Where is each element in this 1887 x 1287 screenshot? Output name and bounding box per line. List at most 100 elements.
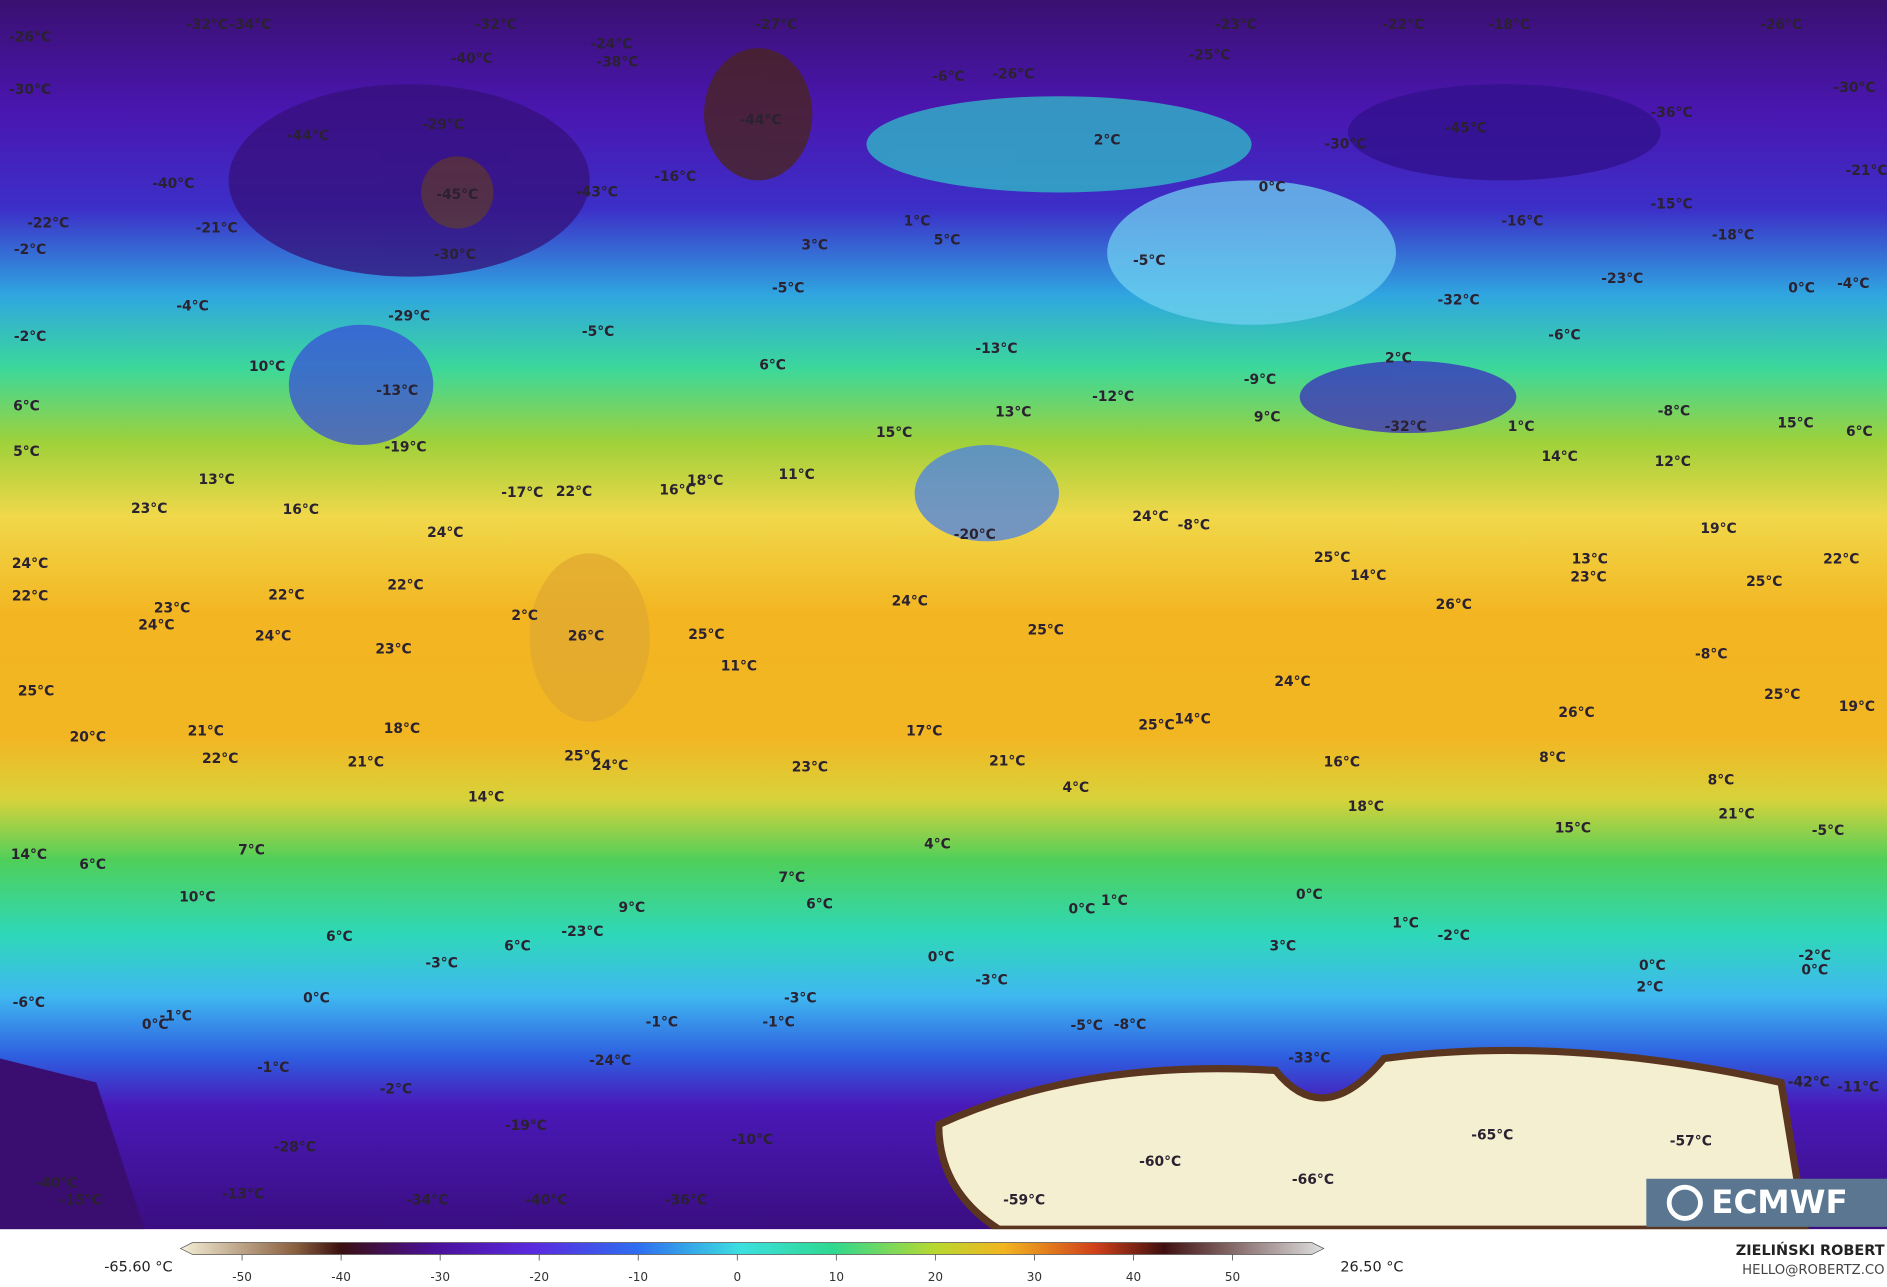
temp-label: 25°C [564, 749, 600, 765]
temp-label: -19°C [385, 439, 427, 455]
temp-label: -18°C [1712, 228, 1754, 244]
temp-label: -30°C [9, 82, 51, 98]
temp-label: 0°C [1259, 180, 1286, 196]
temp-label: 4°C [1063, 780, 1090, 796]
temp-label: 2°C [1094, 133, 1121, 149]
colorbar-tick-label: -30 [430, 1270, 450, 1284]
temp-label: 24°C [1274, 674, 1310, 690]
temp-label: -18°C [1488, 17, 1530, 33]
temp-label: -45°C [1445, 121, 1487, 137]
temp-label: 14°C [1174, 711, 1210, 727]
colorbar-tick-label: 50 [1225, 1270, 1240, 1284]
temp-label: -13°C [975, 341, 1017, 357]
temp-label: -57°C [1670, 1133, 1712, 1149]
temp-label: -66°C [1292, 1172, 1334, 1188]
temp-label: 23°C [1570, 569, 1606, 585]
temp-label: 14°C [1350, 568, 1386, 584]
temp-label: -2°C [14, 329, 46, 345]
temp-label: -29°C [388, 308, 430, 324]
temp-label: 16°C [1324, 755, 1360, 771]
temp-label: 25°C [1314, 550, 1350, 566]
temp-label: 9°C [1254, 409, 1281, 425]
temp-label: -6°C [1548, 328, 1580, 344]
temp-label: 0°C [142, 1017, 169, 1033]
colorbar-tick-label: -50 [232, 1270, 252, 1284]
colorbar-tick-label: -20 [529, 1270, 549, 1284]
temp-label: -10°C [731, 1132, 773, 1148]
author: ZIELIŃSKI ROBERT [1736, 1241, 1885, 1259]
temp-label: -1°C [762, 1014, 794, 1030]
temp-label: -36°C [1651, 105, 1693, 121]
temp-label: 6°C [326, 929, 353, 945]
temp-label: 1°C [1101, 893, 1128, 909]
temp-label: 25°C [1028, 622, 1064, 638]
temp-label: 6°C [504, 939, 531, 955]
temp-label: -11°C [1837, 1079, 1879, 1095]
colorbar-tick-label: 40 [1126, 1270, 1141, 1284]
temp-label: 26°C [1558, 705, 1594, 721]
email: HELLO@ROBERTZ.CO [1742, 1263, 1884, 1278]
temp-label: -29°C [422, 117, 464, 133]
temp-label: 1°C [904, 213, 931, 229]
temp-label: -17°C [501, 485, 543, 501]
temp-label: 5°C [13, 444, 40, 460]
temp-label: -5°C [772, 281, 804, 297]
temp-label: -8°C [1178, 518, 1210, 534]
temp-label: -42°C [1788, 1075, 1830, 1091]
temp-label: 0°C [1639, 958, 1666, 974]
temp-label: -16°C [654, 169, 696, 185]
colorbar-tick-label: 10 [829, 1270, 844, 1284]
temp-label: 23°C [792, 759, 828, 775]
colorbar-tick-label: 30 [1027, 1270, 1042, 1284]
temp-label: 21°C [348, 755, 384, 771]
antarctica [935, 1046, 1810, 1233]
temp-label: 4°C [924, 836, 951, 852]
temp-label: -3°C [425, 955, 457, 971]
temp-label: 25°C [688, 627, 724, 643]
colorbar-max: 26.50 °C [1340, 1260, 1403, 1276]
temp-label: 13°C [198, 472, 234, 488]
temp-label: 23°C [131, 501, 167, 517]
temp-label: 21°C [989, 753, 1025, 769]
temp-label: -65°C [1471, 1127, 1513, 1143]
temp-label: -26°C [992, 67, 1034, 83]
temp-label: 16°C [283, 502, 319, 518]
temp-label: 24°C [255, 628, 291, 644]
temp-label: -34°C [406, 1192, 448, 1208]
temp-label: -2°C [1438, 928, 1470, 944]
temp-label: 18°C [1348, 799, 1384, 815]
temp-label: -32°C [1385, 419, 1427, 435]
temp-label: -23°C [561, 924, 603, 940]
temp-label: -21°C [196, 221, 238, 237]
temp-label: -32°C [475, 17, 517, 33]
temp-label: -5°C [1812, 823, 1844, 839]
temp-label: 24°C [138, 617, 174, 633]
temp-label: 22°C [1823, 551, 1859, 567]
temp-label: 2°C [1637, 980, 1664, 996]
temp-label: 0°C [928, 949, 955, 965]
temp-label: 22°C [387, 578, 423, 594]
temp-label: -13°C [222, 1186, 264, 1202]
temp-label: 3°C [1270, 939, 1297, 955]
temp-label: 22°C [556, 484, 592, 500]
colorbar-tick-label: 20 [928, 1270, 943, 1284]
temp-label: 0°C [1788, 281, 1815, 297]
temp-label: 7°C [238, 842, 265, 858]
colorbar-tick-label: -10 [628, 1270, 648, 1284]
temp-label: -24°C [590, 37, 632, 53]
temp-label: 25°C [1138, 717, 1174, 733]
temp-label: 20°C [70, 729, 106, 745]
colorbar: -50 -40 -30 -20 -10 0 10 20 30 40 50 [179, 1242, 1325, 1284]
temp-label: -12°C [1092, 389, 1134, 405]
temp-label: -38°C [596, 55, 638, 71]
temp-label: 26°C [1436, 597, 1472, 613]
temp-label: 1°C [1392, 916, 1419, 932]
temp-label: 24°C [892, 593, 928, 609]
temp-label: -3°C [975, 972, 1007, 988]
temp-label: 11°C [779, 467, 815, 483]
temp-label: 7°C [779, 870, 806, 886]
temp-label: -22°C [27, 216, 69, 232]
temp-label: 15°C [1555, 821, 1591, 837]
temp-label: -44°C [740, 112, 782, 128]
temp-label: 22°C [202, 751, 238, 767]
